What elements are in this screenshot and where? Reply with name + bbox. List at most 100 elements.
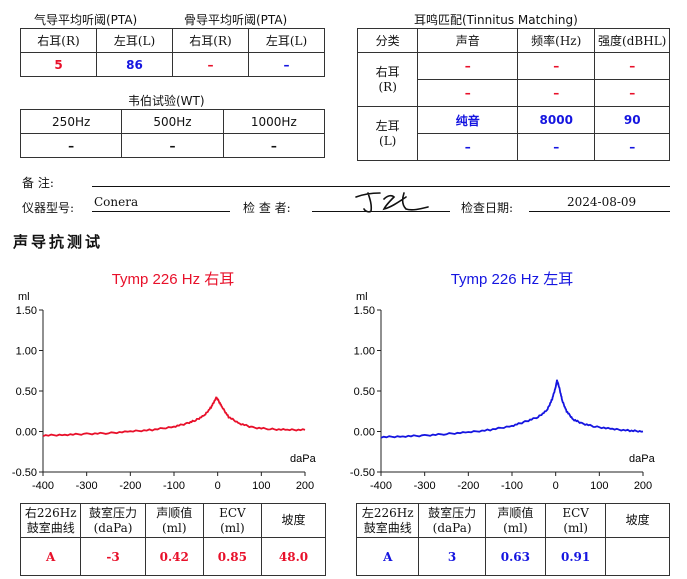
right-tymp-header-compliance: 声顺值 (ml) [144, 503, 204, 538]
weber-title: 韦伯试验(WT) [128, 94, 205, 108]
left-chart-ylabel: ml [356, 291, 368, 303]
right-y-tick-label: 1.50 [16, 305, 37, 317]
tinnitus-right-sub: (R) [378, 79, 397, 94]
left-tymp-ecv: 0.91 [544, 537, 607, 576]
tympanogram-charts: Tymp 226 Hz 右耳 ml daPa 1.50 1.00 0.50 0.00 -… [12, 271, 656, 492]
weber-header-500: 500Hz [121, 109, 224, 134]
tinnitus-header-sound: 声音 [417, 28, 519, 53]
right-x-tick-label: -400 [32, 480, 54, 492]
examiner-signature [355, 192, 429, 213]
right-tymp-header-ecv: ECV (ml) [202, 503, 262, 538]
left-tymp-pressure: 3 [418, 537, 486, 576]
right-tymp-compliance: 0.42 [144, 537, 204, 576]
left-tymp-compliance: 0.63 [484, 537, 547, 576]
device-line: Conera [92, 195, 230, 212]
left-x-tick-label: -400 [370, 480, 392, 492]
right-x-tick-label: 100 [252, 480, 270, 492]
left-x-tick-label: -300 [414, 480, 436, 492]
right-x-tick-label: 0 [215, 480, 221, 492]
tinnitus-right-frequency-1: – [517, 52, 596, 80]
right-tymp-table: 右226Hz 鼓室曲线 鼓室压力 (daPa) 声顺值 (ml) ECV (ml… [19, 503, 327, 576]
air-pta-title: 气导平均听阈(PTA) [34, 13, 138, 27]
tinnitus-right-frequency-2: – [517, 79, 596, 107]
bone-pta-title: 骨导平均听阈(PTA) [184, 13, 288, 27]
left-tymp-header-gradient: 坡度 [605, 503, 670, 538]
tinnitus-right-sound-1: – [417, 52, 519, 80]
date-label: 检查日期: [461, 201, 514, 215]
right-tymp-header-curve: 右226Hz 鼓室曲线 [19, 503, 82, 538]
pta-air-right-value: 5 [20, 52, 97, 77]
right-x-tick-label: -200 [119, 480, 141, 492]
pta-header-air-left: 左耳(L) [96, 28, 173, 53]
left-x-tick-label: 200 [634, 480, 652, 492]
tinnitus-left-intensity-2: – [594, 133, 670, 161]
tinnitus-left-sound-2: – [417, 133, 519, 161]
left-x-tick-label: -100 [501, 480, 523, 492]
right-x-tick-label: -300 [76, 480, 98, 492]
left-tymp-type: A [355, 537, 420, 576]
left-y-tick-label: 1.00 [354, 346, 375, 358]
right-y-tick-label: 0.00 [16, 427, 37, 439]
left-x-tick-label: 0 [553, 480, 559, 492]
left-tymp-header-compliance: 声顺值 (ml) [484, 503, 547, 538]
pta-bone-right-value: – [172, 52, 249, 77]
right-chart-xlabel: daPa [290, 453, 317, 465]
remark-line [92, 186, 670, 187]
left-chart-xlabel: daPa [629, 453, 656, 465]
left-ear-tympanogram: Tymp 226 Hz 左耳 ml daPa 1.50 1.00 0.50 0.00 -… [350, 271, 656, 492]
device-value: Conera [94, 195, 139, 209]
left-x-tick-label: -200 [457, 480, 479, 492]
weber-table: 250Hz 500Hz 1000Hz – – – [19, 109, 326, 158]
tinnitus-left-intensity-1: 90 [594, 106, 670, 134]
tinnitus-header-category: 分类 [356, 28, 419, 53]
tinnitus-left-frequency-1: 8000 [517, 106, 596, 134]
right-y-tick-label: 1.00 [16, 346, 37, 358]
right-chart-ylabel: ml [18, 291, 30, 303]
right-y-tick-label: 0.50 [16, 386, 37, 398]
tinnitus-right-label: 右耳 [375, 64, 400, 79]
left-y-tick-label: -0.50 [350, 467, 375, 479]
date-value: 2024-08-09 [567, 195, 637, 209]
device-label: 仪器型号: [22, 201, 75, 215]
tinnitus-right-ear-cell: 右耳 (R) [356, 52, 419, 107]
tinnitus-title: 耳鸣匹配(Tinnitus Matching) [414, 13, 578, 27]
right-tymp-gradient: 48.0 [260, 537, 327, 576]
weber-header-250: 250Hz [19, 109, 123, 134]
right-tymp-ecv: 0.85 [202, 537, 262, 576]
section-title: 声导抗测试 [13, 233, 104, 251]
pta-table: 右耳(R) 左耳(L) 右耳(R) 左耳(L) 5 86 – – [20, 28, 325, 77]
left-tymp-gradient [605, 537, 670, 576]
examiner-line [312, 192, 450, 213]
right-y-tick-label: -0.50 [12, 467, 37, 479]
left-y-tick-label: 0.00 [354, 427, 375, 439]
tinnitus-right-intensity-2: – [594, 79, 670, 107]
tinnitus-right-intensity-1: – [594, 52, 670, 80]
right-tymp-pressure: -3 [80, 537, 146, 576]
pta-header-bone-left: 左耳(L) [248, 28, 325, 53]
right-tymp-type: A [19, 537, 82, 576]
tinnitus-left-label: 左耳 [375, 118, 400, 133]
left-tymp-header-pressure: 鼓室压力 (daPa) [418, 503, 486, 538]
right-tympanogram-curve [42, 396, 306, 438]
left-chart-title: Tymp 226 Hz 左耳 [451, 271, 574, 288]
tinnitus-right-sound-2: – [417, 79, 519, 107]
right-x-tick-label: 200 [296, 480, 314, 492]
date-line: 2024-08-09 [529, 195, 670, 212]
examiner-label: 检 查 者: [243, 201, 291, 215]
pta-bone-left-value: – [248, 52, 325, 77]
left-y-tick-label: 1.50 [354, 305, 375, 317]
tinnitus-header-intensity: 强度(dBHL) [594, 28, 670, 53]
tinnitus-table: 分类 声音 频率(Hz) 强度(dBHL) 右耳 (R) – – – – – –… [356, 28, 670, 161]
right-chart-title: Tymp 226 Hz 右耳 [112, 271, 235, 288]
left-x-tick-label: 100 [590, 480, 608, 492]
tinnitus-left-frequency-2: – [517, 133, 596, 161]
remark-label: 备 注: [22, 176, 54, 190]
weber-value-500: – [121, 133, 224, 158]
left-tymp-header-ecv: ECV (ml) [544, 503, 607, 538]
tinnitus-header-frequency: 频率(Hz) [517, 28, 596, 53]
tinnitus-left-sound-1: 纯音 [417, 106, 519, 134]
left-tymp-header-curve: 左226Hz 鼓室曲线 [355, 503, 420, 538]
right-tymp-header-pressure: 鼓室压力 (daPa) [80, 503, 146, 538]
tinnitus-left-ear-cell: 左耳 (L) [356, 106, 419, 161]
left-y-tick-label: 0.50 [354, 386, 375, 398]
